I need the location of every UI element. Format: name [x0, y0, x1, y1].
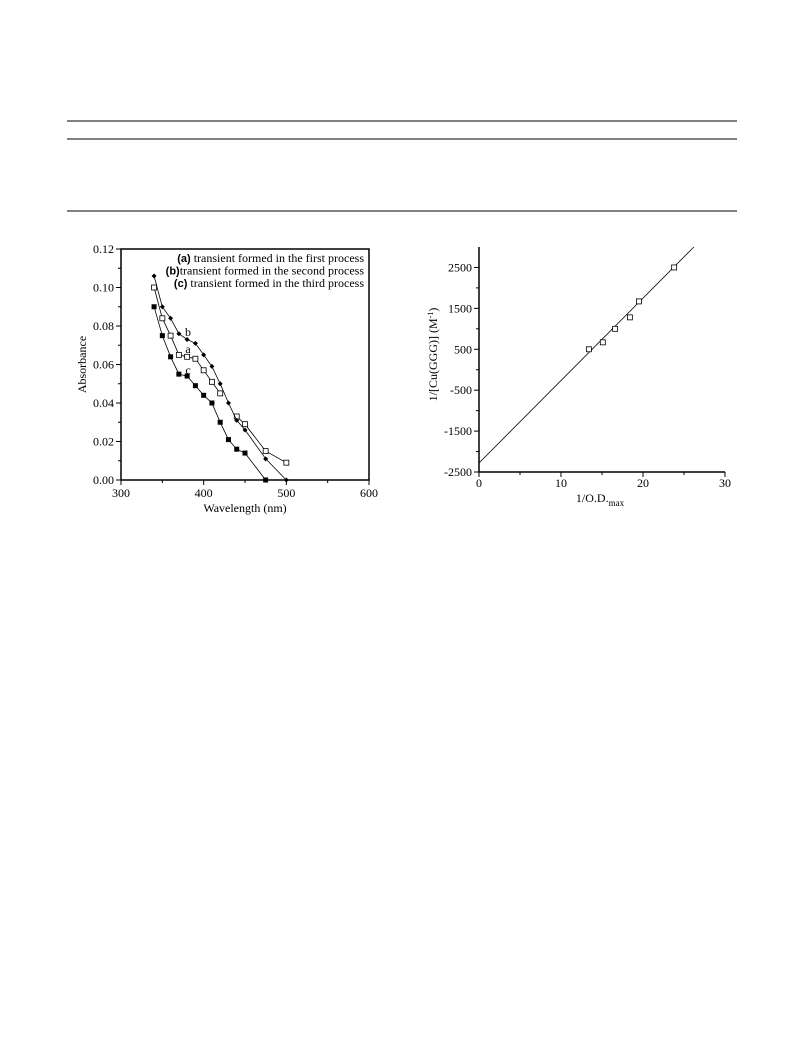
marker [168, 315, 174, 321]
chart-reciprocal: -2500 -1500 -500 500 1500 2500 0 10 20 30 1/O.D.ma… [426, 246, 731, 508]
x-axis-label-sub: max [609, 498, 625, 508]
marker [184, 336, 190, 342]
x-tick-label: 30 [719, 476, 731, 490]
series-label: c [185, 363, 190, 377]
x-tick-label: 20 [637, 476, 649, 490]
y-tick-label: 0.02 [93, 435, 114, 449]
marker [209, 400, 215, 406]
marker [225, 437, 231, 443]
marker [242, 450, 248, 456]
marker [209, 378, 215, 385]
marker [200, 367, 207, 374]
marker [151, 284, 157, 291]
y-tick-label: 0.10 [93, 281, 114, 295]
y-tick-label: 500 [454, 342, 472, 356]
marker [151, 304, 157, 310]
marker [159, 333, 165, 339]
y-tick-label: 0.12 [93, 242, 114, 256]
legend-text: transient formed in the third process [190, 276, 364, 290]
marker [283, 459, 290, 466]
y-tick-label: -2500 [444, 465, 472, 479]
marker [242, 427, 248, 433]
marker [176, 331, 182, 337]
y-tick-label: 2500 [448, 260, 472, 274]
marker [636, 298, 642, 305]
marker [242, 421, 248, 428]
marker [626, 314, 633, 321]
y-axis-label: Absorbance [75, 336, 89, 393]
y-tick-label: 0.04 [93, 396, 114, 410]
marker [217, 390, 224, 397]
x-axis-label-main: 1/O.D. [576, 491, 609, 505]
marker [585, 346, 592, 353]
marker [263, 477, 269, 483]
marker [217, 419, 223, 425]
y-axis-label: 1/[Cu(GGG)] (M-1) [426, 308, 440, 402]
fit-line [478, 246, 695, 464]
y-tick-label: -1500 [444, 424, 472, 438]
marker [192, 383, 198, 389]
marker [192, 340, 198, 346]
marker [234, 446, 240, 452]
marker [159, 304, 165, 310]
y-tick-label: -500 [450, 383, 472, 397]
legend-text: transient formed in the first process [194, 251, 365, 265]
series-line [153, 275, 287, 481]
x-tick-label: 400 [195, 486, 213, 500]
x-tick-label: 10 [555, 476, 567, 490]
marker [201, 392, 207, 398]
series-label: b [185, 325, 191, 339]
marker [262, 448, 269, 455]
marker [184, 373, 190, 379]
x-axis-label: Wavelength (nm) [203, 501, 286, 515]
marker [168, 354, 174, 360]
x-tick-label: 0 [476, 476, 482, 490]
legend-key: (b) [166, 266, 180, 278]
x-tick-label: 300 [112, 486, 130, 500]
marker [167, 332, 174, 339]
x-axis-label: 1/O.D.max [576, 491, 625, 508]
y-tick-label: 1500 [448, 301, 472, 315]
legend-text: transient formed in the second process [180, 264, 365, 278]
marker [175, 351, 182, 358]
x-tick-label: 600 [360, 486, 378, 500]
y-tick-label: 0.00 [93, 473, 114, 487]
legend-key: (a) [177, 253, 191, 265]
marker [159, 315, 166, 322]
marker [225, 400, 231, 406]
marker [612, 325, 619, 332]
x-tick-label: 500 [277, 486, 295, 500]
y-axis-label-sup: -1 [426, 312, 435, 319]
marker [263, 456, 269, 462]
marker [217, 381, 223, 387]
legend-key: (c) [174, 278, 188, 290]
marker [209, 363, 215, 369]
marker [234, 417, 240, 423]
series-label: a [185, 342, 191, 356]
marker [671, 264, 678, 271]
y-tick-label: 0.06 [93, 358, 114, 372]
y-axis-label-end: ) [426, 308, 440, 312]
legend-entry: (a) transient formed in the first process [177, 251, 364, 265]
marker [192, 355, 199, 362]
marker [599, 339, 606, 346]
legend-entry: (c) transient formed in the third process [174, 276, 364, 290]
y-axis-label-main: 1/[Cu(GGG)] (M [426, 318, 440, 401]
marker [201, 352, 207, 358]
y-tick-label: 0.08 [93, 319, 114, 333]
chart-absorbance: 0.00 0.02 0.04 0.06 0.08 0.10 0.12 300 400 500 600… [75, 242, 378, 515]
marker [176, 371, 182, 377]
marker [283, 477, 289, 483]
marker [151, 273, 157, 279]
legend-entry: (b)transient formed in the second proces… [166, 264, 365, 278]
marker [184, 353, 191, 360]
